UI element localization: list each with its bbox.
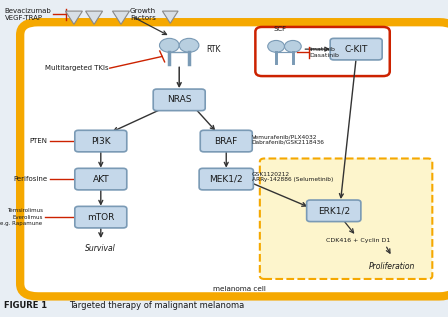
Polygon shape (112, 11, 129, 24)
Text: Targeted therapy of malignant melanoma: Targeted therapy of malignant melanoma (69, 301, 245, 309)
Polygon shape (162, 11, 178, 23)
Text: PI3K: PI3K (91, 137, 111, 146)
Text: melanoma cell: melanoma cell (213, 286, 266, 292)
Text: ARRy-142886 (Selumetinib): ARRy-142886 (Selumetinib) (252, 177, 333, 182)
Text: Imatinib
Dasatinib: Imatinib Dasatinib (309, 47, 339, 58)
Text: Perifosine: Perifosine (13, 176, 47, 182)
FancyBboxPatch shape (200, 130, 252, 152)
FancyBboxPatch shape (255, 27, 390, 76)
FancyBboxPatch shape (199, 168, 254, 190)
Text: BRAF: BRAF (215, 137, 238, 146)
Text: Growth
Factors: Growth Factors (130, 8, 156, 22)
Circle shape (159, 38, 179, 52)
Text: Multitargeted TKIs: Multitargeted TKIs (45, 65, 108, 71)
Text: Temsirolimus
Everolimus
e.g. Rapamune: Temsirolimus Everolimus e.g. Rapamune (0, 209, 43, 226)
FancyBboxPatch shape (75, 206, 127, 228)
Text: PTEN: PTEN (29, 138, 47, 144)
FancyBboxPatch shape (307, 200, 361, 222)
Text: GSK1120212: GSK1120212 (252, 172, 290, 178)
FancyBboxPatch shape (20, 22, 448, 296)
Text: Survival: Survival (86, 244, 116, 253)
Text: Bevacizumab
VEGF-TRAP: Bevacizumab VEGF-TRAP (4, 8, 51, 22)
FancyBboxPatch shape (330, 38, 382, 60)
Text: mTOR: mTOR (87, 213, 115, 222)
Text: AKT: AKT (92, 175, 109, 184)
FancyBboxPatch shape (153, 89, 205, 111)
Text: Proliferation: Proliferation (369, 262, 415, 270)
Text: C-KIT: C-KIT (345, 45, 368, 54)
FancyBboxPatch shape (75, 168, 127, 190)
Text: RTK: RTK (206, 45, 220, 54)
FancyBboxPatch shape (260, 158, 432, 279)
FancyBboxPatch shape (75, 130, 127, 152)
Text: ERK1/2: ERK1/2 (318, 206, 350, 215)
Text: NRAS: NRAS (167, 95, 191, 104)
Circle shape (284, 41, 301, 52)
Text: SCF: SCF (273, 26, 287, 32)
Text: Vemurafenib/PLX4032: Vemurafenib/PLX4032 (252, 134, 317, 139)
Polygon shape (86, 11, 103, 24)
Circle shape (179, 38, 199, 52)
Text: Dabrafenib/GSK2118436: Dabrafenib/GSK2118436 (252, 139, 325, 144)
Text: FIGURE 1: FIGURE 1 (4, 301, 51, 309)
Polygon shape (65, 11, 82, 24)
Text: CDK416 + Cyclin D1: CDK416 + Cyclin D1 (326, 238, 391, 243)
Text: MEK1/2: MEK1/2 (209, 175, 243, 184)
Circle shape (268, 41, 284, 52)
